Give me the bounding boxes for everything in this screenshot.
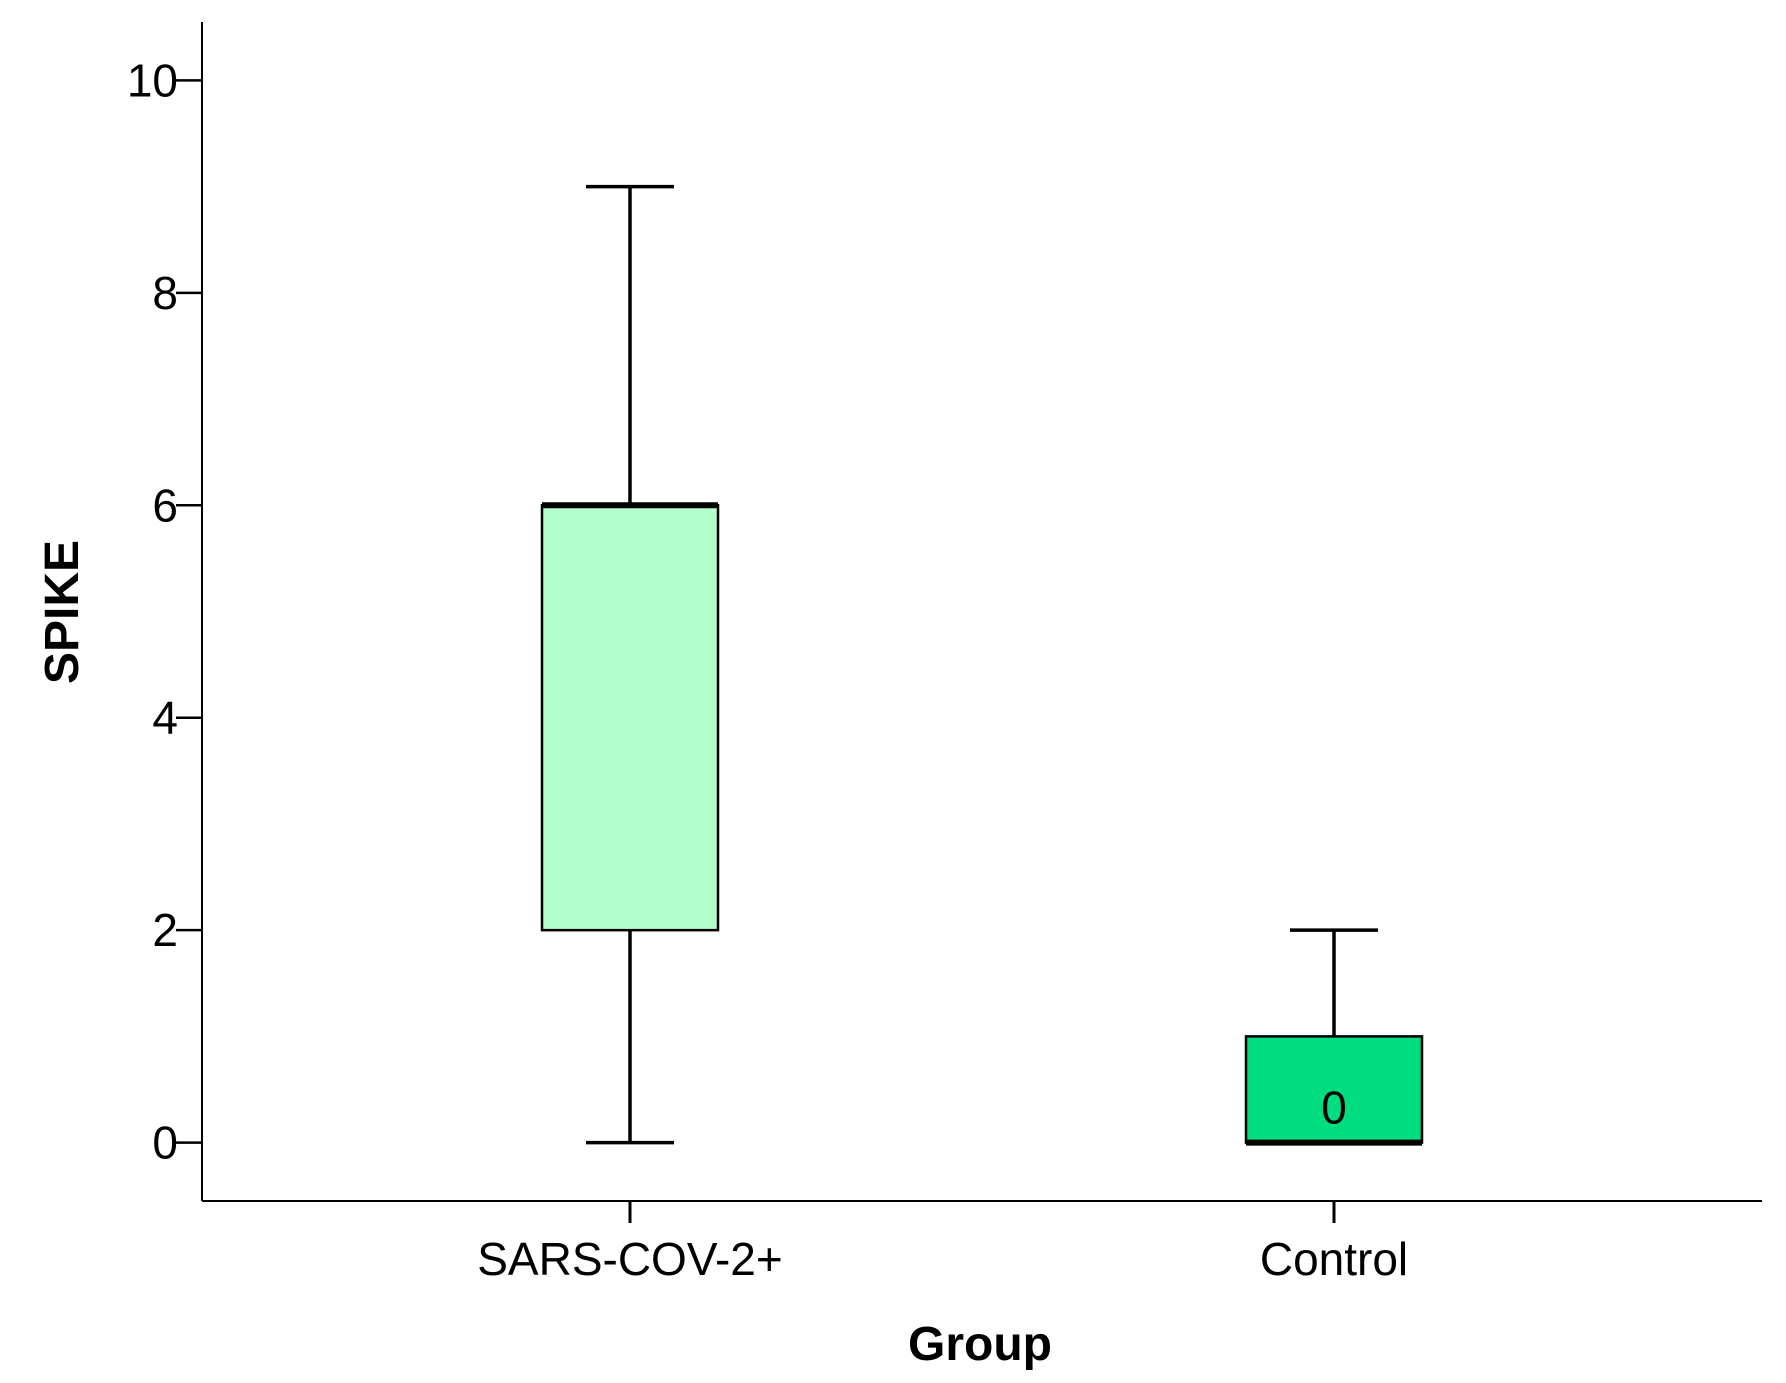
box-annotation-label: 0 bbox=[1321, 1082, 1347, 1134]
y-tick-label: 6 bbox=[152, 479, 178, 531]
y-tick-label: 4 bbox=[152, 692, 178, 744]
annotations: 0 bbox=[1321, 1082, 1347, 1134]
box-sars-cov-2- bbox=[540, 184, 720, 1145]
y-axis-title: SPIKE bbox=[36, 540, 89, 684]
y-tick-label: 0 bbox=[152, 1117, 178, 1169]
box-iqr bbox=[540, 504, 720, 932]
x-tick-label: SARS-COV-2+ bbox=[477, 1233, 783, 1285]
y-tick-label: 10 bbox=[127, 54, 178, 106]
box-control bbox=[1244, 928, 1424, 1146]
axes bbox=[201, 22, 1762, 1202]
boxes bbox=[540, 184, 1424, 1146]
y-tick-label: 8 bbox=[152, 267, 178, 319]
y-axis-ticks: 0 2 4 6 8 10 bbox=[127, 54, 202, 1169]
y-tick-label: 2 bbox=[152, 904, 178, 956]
x-tick-label: Control bbox=[1260, 1233, 1408, 1285]
x-axis-title: Group bbox=[908, 1318, 1052, 1371]
x-axis-ticks: SARS-COV-2+ Control bbox=[477, 1201, 1408, 1285]
box-iqr bbox=[1244, 1035, 1424, 1144]
